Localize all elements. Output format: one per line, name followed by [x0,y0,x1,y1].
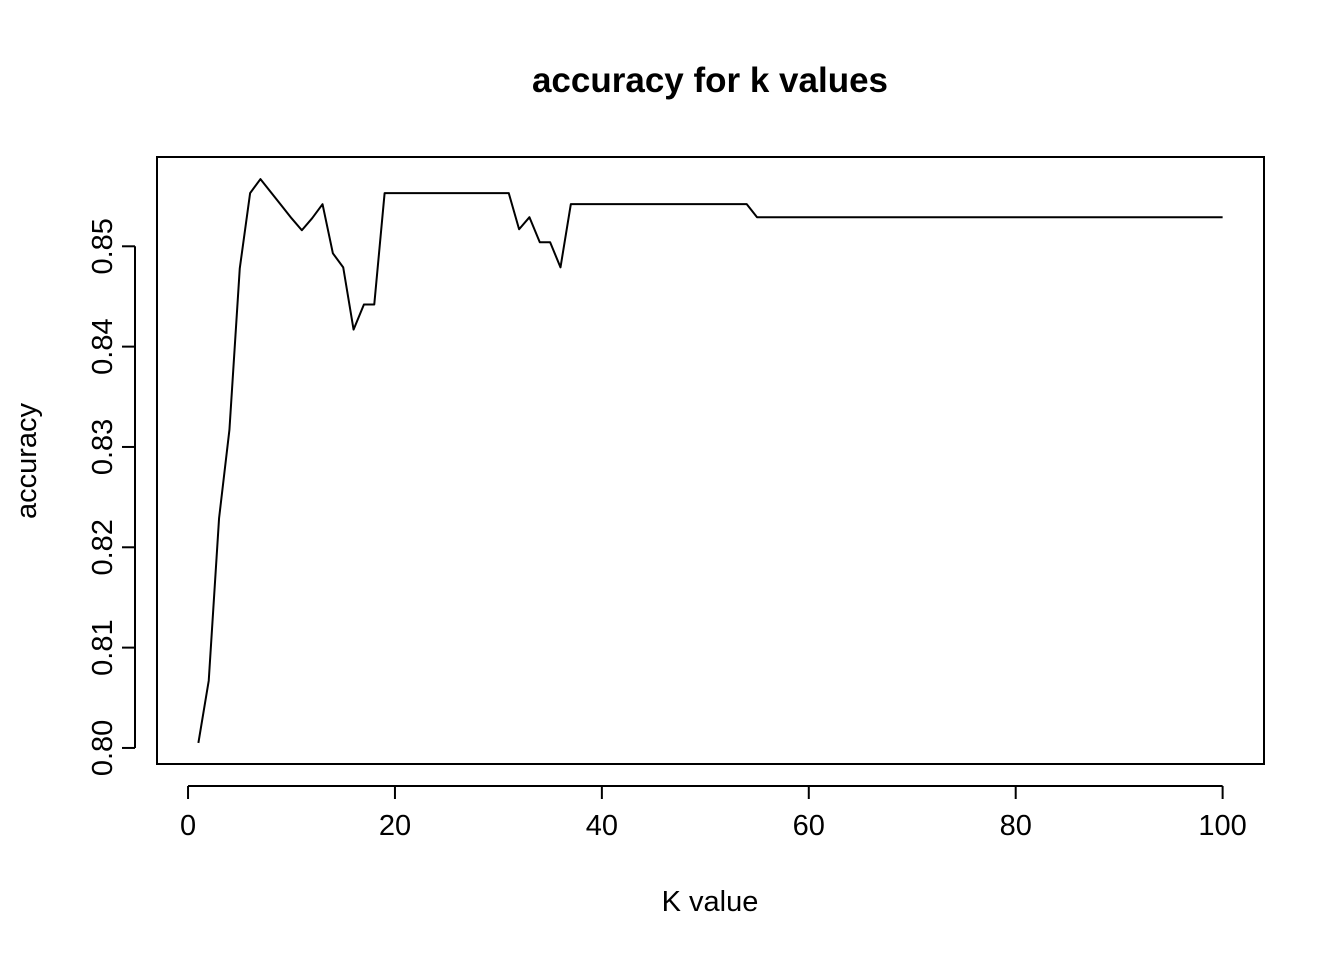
series-layer [197,178,1223,744]
y-tick-label: 0.85 [87,218,119,274]
y-tick-label: 0.82 [87,519,119,575]
y-tick-label: 0.81 [87,619,119,675]
y-axis: 0.80 0.81 0.82 0.83 0.84 0.85 [87,218,136,776]
x-axis-title: K value [662,886,759,918]
chart-title: accuracy for k values [532,61,888,100]
y-axis-title: accuracy [11,402,43,519]
x-tick-label: 40 [586,810,618,842]
x-tick-label: 60 [793,810,825,842]
x-tick-label: 0 [180,810,196,842]
y-tick-label: 0.80 [87,720,119,776]
accuracy-series-line [197,178,1223,744]
x-axis: 0 20 40 60 80 100 [180,785,1247,842]
y-tick-label: 0.84 [87,318,119,374]
plot-area-frame [156,156,1265,765]
y-tick-label: 0.83 [87,419,119,475]
x-tick-label: 100 [1198,810,1246,842]
x-tick-label: 80 [1000,810,1032,842]
x-tick-label: 20 [379,810,411,842]
